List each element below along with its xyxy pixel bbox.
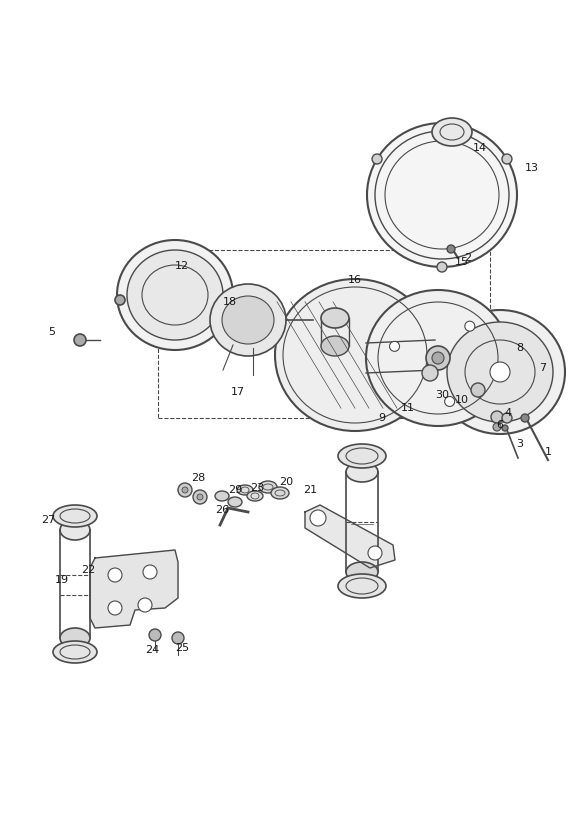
- Text: 29: 29: [228, 485, 242, 495]
- Text: 24: 24: [145, 645, 159, 655]
- Text: 3: 3: [517, 439, 524, 449]
- Ellipse shape: [435, 310, 565, 434]
- Text: 17: 17: [231, 387, 245, 397]
- Text: 5: 5: [48, 327, 55, 337]
- Text: 11: 11: [401, 403, 415, 413]
- Text: 10: 10: [455, 395, 469, 405]
- Ellipse shape: [117, 240, 233, 350]
- Ellipse shape: [247, 491, 263, 501]
- Circle shape: [437, 262, 447, 272]
- Text: 27: 27: [41, 515, 55, 525]
- Circle shape: [465, 321, 475, 331]
- Text: 6: 6: [497, 420, 504, 430]
- Circle shape: [178, 483, 192, 497]
- Ellipse shape: [366, 290, 510, 426]
- Text: 23: 23: [250, 483, 264, 493]
- Text: 15: 15: [455, 257, 469, 267]
- Polygon shape: [90, 550, 178, 628]
- Text: 2: 2: [465, 253, 472, 263]
- Ellipse shape: [346, 562, 378, 582]
- Text: 19: 19: [55, 575, 69, 585]
- Ellipse shape: [210, 284, 286, 356]
- Ellipse shape: [321, 336, 349, 356]
- Ellipse shape: [447, 322, 553, 422]
- Circle shape: [74, 334, 86, 346]
- Text: 18: 18: [223, 297, 237, 307]
- Ellipse shape: [222, 296, 274, 344]
- Text: 9: 9: [378, 413, 385, 423]
- Ellipse shape: [338, 444, 386, 468]
- Ellipse shape: [346, 462, 378, 482]
- Circle shape: [193, 490, 207, 504]
- Ellipse shape: [53, 641, 97, 663]
- Ellipse shape: [367, 123, 517, 267]
- Ellipse shape: [321, 308, 349, 328]
- Circle shape: [115, 295, 125, 305]
- Text: 12: 12: [175, 261, 189, 271]
- Text: 28: 28: [191, 473, 205, 483]
- Circle shape: [138, 598, 152, 612]
- Circle shape: [490, 362, 510, 382]
- Polygon shape: [305, 505, 395, 568]
- Circle shape: [471, 383, 485, 397]
- Circle shape: [197, 494, 203, 500]
- Ellipse shape: [237, 485, 253, 495]
- Circle shape: [502, 154, 512, 164]
- Circle shape: [372, 154, 382, 164]
- Circle shape: [172, 632, 184, 644]
- Text: 13: 13: [525, 163, 539, 173]
- Circle shape: [143, 565, 157, 579]
- Ellipse shape: [60, 628, 90, 648]
- Text: 8: 8: [517, 343, 524, 353]
- Ellipse shape: [259, 481, 277, 493]
- Circle shape: [368, 546, 382, 560]
- Ellipse shape: [432, 118, 472, 146]
- Circle shape: [422, 365, 438, 381]
- Text: 14: 14: [473, 143, 487, 153]
- Text: 25: 25: [175, 643, 189, 653]
- Text: 26: 26: [215, 505, 229, 515]
- Circle shape: [432, 352, 444, 364]
- Circle shape: [447, 245, 455, 253]
- Circle shape: [502, 413, 512, 423]
- Circle shape: [502, 425, 508, 431]
- Ellipse shape: [60, 520, 90, 540]
- Circle shape: [108, 568, 122, 582]
- Text: 7: 7: [539, 363, 547, 373]
- Circle shape: [445, 396, 455, 406]
- Ellipse shape: [271, 487, 289, 499]
- Circle shape: [182, 487, 188, 493]
- Circle shape: [108, 601, 122, 615]
- Ellipse shape: [127, 250, 223, 340]
- Circle shape: [491, 411, 503, 423]
- Text: 4: 4: [504, 408, 511, 418]
- Text: 20: 20: [279, 477, 293, 487]
- Circle shape: [310, 510, 326, 526]
- Text: 1: 1: [545, 447, 552, 457]
- Text: 30: 30: [435, 390, 449, 400]
- Ellipse shape: [53, 505, 97, 527]
- Ellipse shape: [228, 497, 242, 507]
- Text: 22: 22: [81, 565, 95, 575]
- Ellipse shape: [275, 279, 435, 431]
- Circle shape: [149, 629, 161, 641]
- Text: 21: 21: [303, 485, 317, 495]
- Circle shape: [521, 414, 529, 422]
- Text: 16: 16: [348, 275, 362, 285]
- Circle shape: [389, 341, 399, 351]
- Ellipse shape: [215, 491, 229, 501]
- Ellipse shape: [338, 574, 386, 598]
- Circle shape: [493, 423, 501, 431]
- Circle shape: [426, 346, 450, 370]
